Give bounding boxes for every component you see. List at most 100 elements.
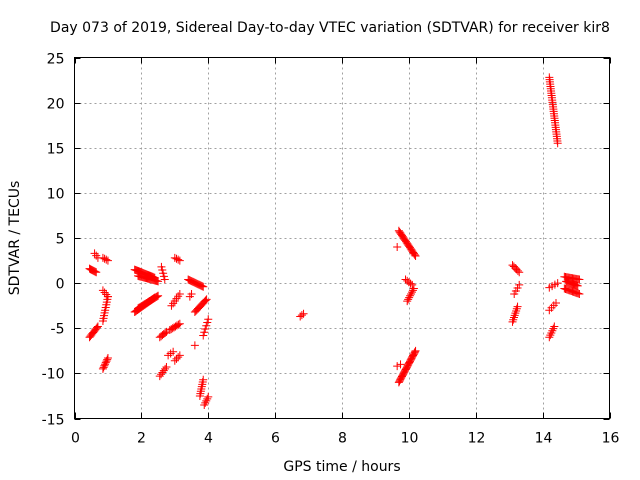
- data-point: [160, 275, 169, 284]
- y-tick-label: 5: [56, 232, 65, 248]
- data-point: [575, 289, 584, 298]
- data-point: [202, 295, 211, 304]
- data-point: [100, 288, 109, 297]
- data-point: [103, 354, 112, 363]
- data-point: [102, 255, 111, 264]
- data-point: [204, 315, 213, 324]
- data-point: [90, 267, 99, 276]
- data-point: [93, 322, 102, 331]
- data-point: [410, 250, 419, 259]
- x-tick-label: 6: [271, 431, 280, 447]
- data-point: [162, 363, 171, 372]
- y-axis-label: SDTVAR / TECUs: [7, 181, 23, 296]
- data-point: [92, 251, 101, 260]
- data-point: [204, 392, 213, 401]
- data-point: [92, 323, 101, 332]
- data-point: [154, 277, 163, 286]
- data-point: [411, 346, 420, 355]
- data-point: [187, 289, 196, 298]
- data-point: [103, 355, 112, 364]
- data-point: [102, 290, 111, 299]
- data-point: [103, 292, 112, 301]
- grid-lines: [74, 57, 610, 419]
- data-point: [512, 306, 521, 315]
- data-point: [407, 289, 416, 298]
- data-point: [200, 400, 209, 409]
- data-point: [153, 292, 162, 301]
- data-point: [162, 327, 171, 336]
- data-point: [403, 297, 412, 306]
- data-point: [92, 268, 101, 277]
- data-point: [546, 331, 555, 340]
- x-tick-label: 2: [137, 431, 146, 447]
- data-point: [91, 267, 100, 276]
- y-tick-label: -5: [51, 322, 65, 338]
- data-point: [553, 139, 562, 148]
- data-point: [161, 364, 170, 373]
- data-point: [203, 394, 212, 403]
- data-point: [201, 324, 210, 333]
- data-point: [154, 291, 163, 300]
- data-point: [411, 252, 420, 261]
- data-point: [393, 243, 402, 252]
- data-point: [169, 347, 178, 356]
- data-point: [174, 353, 183, 362]
- y-tick-label: 25: [47, 52, 65, 68]
- data-point: [201, 296, 210, 305]
- data-point: [201, 398, 210, 407]
- y-tick-labels: -15 -10 -5 0 5 10 15 20 25: [42, 52, 65, 429]
- x-tick-label: 4: [204, 431, 213, 447]
- data-point: [202, 321, 211, 330]
- data-point: [172, 354, 181, 363]
- data-point: [404, 295, 413, 304]
- data-point: [509, 315, 518, 324]
- x-tick-label: 10: [401, 431, 419, 447]
- data-point: [203, 318, 212, 327]
- y-tick-label: 0: [56, 277, 65, 293]
- data-point: [199, 331, 208, 340]
- data-point: [406, 279, 415, 288]
- data-point: [405, 293, 414, 302]
- data-point: [515, 268, 524, 277]
- data-point: [408, 280, 417, 289]
- x-tick-labels: 0 2 4 6 8 10 12 14 16: [71, 431, 619, 447]
- data-point: [407, 288, 416, 297]
- data-point: [410, 347, 419, 356]
- data-point: [548, 326, 557, 335]
- data-point: [573, 281, 582, 290]
- data-point: [175, 319, 184, 328]
- data-point: [152, 292, 161, 301]
- x-tick-label: 12: [468, 431, 486, 447]
- data-point: [408, 286, 417, 295]
- data-point: [297, 311, 306, 320]
- data-point: [199, 375, 208, 384]
- data-point: [100, 254, 109, 263]
- data-point: [175, 351, 184, 360]
- data-point: [549, 324, 558, 333]
- data-point: [170, 253, 179, 262]
- data-point: [98, 286, 107, 295]
- y-tick-label: 10: [47, 187, 65, 203]
- x-axis-label: GPS time / hours: [283, 459, 400, 475]
- data-point: [98, 253, 107, 262]
- data-point: [553, 279, 562, 288]
- data-point: [202, 396, 211, 405]
- data-point: [190, 341, 199, 350]
- data-point: [547, 328, 556, 337]
- data-point: [172, 254, 181, 263]
- x-tick-label: 16: [602, 431, 620, 447]
- data-point: [512, 304, 521, 313]
- x-tick-label: 8: [338, 431, 347, 447]
- data-point: [175, 289, 184, 298]
- y-tick-label: 20: [47, 97, 65, 113]
- data-point: [174, 255, 183, 264]
- data-point: [575, 275, 584, 284]
- data-point: [175, 256, 184, 265]
- data-point: [299, 309, 308, 318]
- axis-ticks: [74, 57, 611, 420]
- data-point: [199, 282, 208, 291]
- data-point: [396, 360, 405, 369]
- x-tick-label: 14: [535, 431, 553, 447]
- data-point: [200, 328, 209, 337]
- data-point: [545, 333, 554, 342]
